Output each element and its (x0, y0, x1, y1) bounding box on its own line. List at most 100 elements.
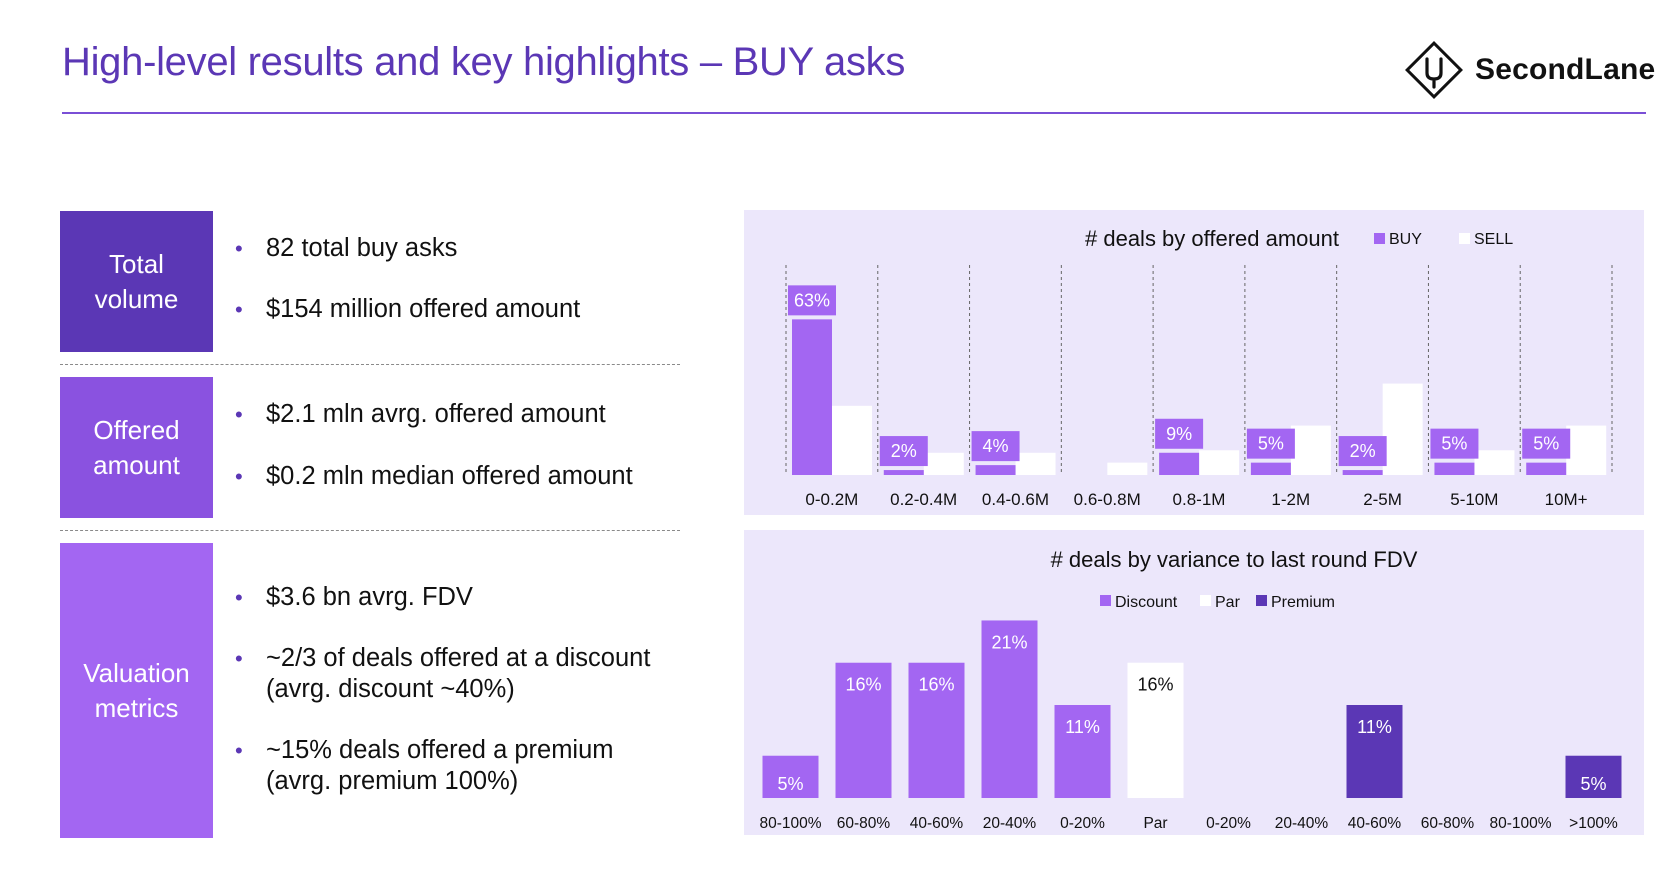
x-tick-label: 2-5M (1363, 490, 1402, 509)
fdv-variance-chart-panel: # deals by variance to last round FDV Di… (744, 530, 1644, 835)
x-tick-label: 10M+ (1545, 490, 1588, 509)
sell-bar (1199, 450, 1240, 475)
section-divider (60, 364, 680, 365)
page-title: High-level results and key highlights – … (62, 40, 906, 84)
data-label-bg (1522, 428, 1571, 459)
bullet-icon: • (235, 236, 243, 261)
data-label: 11% (1357, 717, 1392, 737)
sell-bar (1290, 425, 1331, 475)
x-tick-label: 40-60% (1348, 815, 1402, 832)
legend-swatch (1200, 595, 1211, 606)
total-volume-bullets: • 82 total buy asks • $154 million offered… (232, 233, 580, 325)
data-label-bg (1430, 428, 1479, 459)
title-divider (62, 112, 1646, 114)
offered-amount-chart: # deals by offered amount BUY SELL 63% 0-0… (785, 226, 1613, 509)
buy-bar (1159, 452, 1200, 475)
discount-bar (835, 662, 892, 798)
data-label-bg (1246, 428, 1295, 459)
data-label: 63% (794, 290, 830, 310)
offered-amount-chart-panel: # deals by offered amount BUY SELL 63% 0-0… (744, 210, 1644, 515)
data-label: 5% (1441, 434, 1467, 454)
data-label-bg (788, 285, 836, 316)
data-label: 16% (1137, 675, 1173, 695)
chart-legend: Discount Par Premium (1100, 594, 1335, 611)
bullet-text: $154 million offered amount (266, 295, 581, 323)
x-tick-label: 0.4-0.6M (982, 490, 1049, 509)
buy-bar (1434, 462, 1475, 475)
data-label-bg (879, 436, 928, 467)
buy-bar (792, 319, 832, 475)
offered-amount-bullets: • $2.1 mln avrg. offered amount • $0.2 mln… (232, 399, 633, 492)
buy-bar (975, 465, 1016, 475)
legend-swatch (1100, 595, 1111, 606)
bullet-text: $0.2 mln median offered amount (266, 462, 633, 490)
premium-bar (1565, 755, 1622, 798)
data-label: 5% (1533, 434, 1559, 454)
legend-swatch (1374, 233, 1385, 244)
data-label: 9% (1166, 424, 1192, 444)
data-label: 5% (1580, 774, 1606, 794)
data-label: 2% (1350, 441, 1376, 461)
x-tick-label: 60-80% (1421, 815, 1475, 832)
data-label: 5% (1258, 434, 1284, 454)
x-tick-label: 0.2-0.4M (890, 490, 957, 509)
fdv-variance-chart: # deals by variance to last round FDV Di… (759, 547, 1622, 832)
legend-label-sell: SELL (1474, 231, 1513, 248)
premium-bar (1346, 705, 1403, 798)
bullet-icon: • (235, 297, 243, 322)
data-label-bg (1155, 418, 1204, 449)
offered-amount-label-box: Offered amount (60, 377, 213, 518)
total-volume-label-box: Total volume (60, 211, 213, 352)
bullet-text: $3.6 bn avrg. FDV (266, 583, 473, 611)
valuation-metrics-bullets: • $3.6 bn avrg. FDV • ~2/3 of deals offere… (232, 582, 662, 797)
sell-bar (923, 452, 964, 475)
x-tick-label: 20-40% (983, 815, 1037, 832)
data-label-bg (971, 431, 1020, 462)
secondlane-logo-icon (1405, 41, 1463, 99)
discount-bar (981, 620, 1038, 798)
x-tick-label: 0-20% (1060, 815, 1105, 832)
data-label: 16% (845, 675, 881, 695)
legend-swatch (1459, 233, 1470, 244)
data-label: 4% (983, 436, 1009, 456)
valuation-metrics-label-box: Valuation metrics (60, 543, 213, 838)
bullet-icon: • (235, 738, 243, 763)
x-tick-label: 60-80% (837, 815, 891, 832)
discount-bar (1054, 705, 1111, 798)
offered-amount-label: Offered amount (93, 414, 180, 480)
bullet-icon: • (235, 464, 243, 489)
brand-logo: SecondLane (1403, 38, 1655, 102)
legend-label-discount: Discount (1115, 594, 1178, 611)
legend-label-premium: Premium (1271, 594, 1335, 611)
x-tick-label: 0-0.2M (805, 490, 858, 509)
legend-swatch (1256, 595, 1267, 606)
sell-bar (1474, 450, 1515, 475)
x-tick-label: 0-20% (1206, 815, 1251, 832)
bullet-text: ~2/3 of deals offered at a discount (avr… (266, 644, 651, 703)
x-tick-label: 40-60% (910, 815, 964, 832)
legend-label-buy: BUY (1389, 231, 1422, 248)
bullet-icon: • (235, 585, 243, 610)
sell-bar (1566, 425, 1607, 475)
valuation-metrics-label: Valuation metrics (83, 657, 190, 723)
data-label: 2% (891, 441, 917, 461)
x-tick-label: >100% (1569, 815, 1618, 832)
data-label: 21% (991, 632, 1027, 652)
sell-bar (832, 405, 872, 475)
x-tick-label: 1-2M (1271, 490, 1310, 509)
chart-title: # deals by variance to last round FDV (1051, 547, 1418, 572)
x-tick-label: Par (1143, 815, 1167, 832)
sell-bar (1107, 462, 1148, 475)
bullet-icon: • (235, 646, 243, 671)
x-tick-label: 5-10M (1450, 490, 1498, 509)
bullet-text: 82 total buy asks (266, 234, 458, 262)
x-tick-label: 20-40% (1275, 815, 1329, 832)
data-label: 5% (777, 774, 803, 794)
buy-bar (1526, 462, 1567, 475)
data-label-bg (1338, 436, 1387, 467)
data-label: 11% (1065, 717, 1100, 737)
total-volume-label: Total volume (94, 248, 179, 314)
buy-bar (1250, 462, 1291, 475)
brand-name: SecondLane (1475, 53, 1656, 86)
bullet-text: ~15% deals offered a premium (avrg. prem… (266, 736, 614, 795)
